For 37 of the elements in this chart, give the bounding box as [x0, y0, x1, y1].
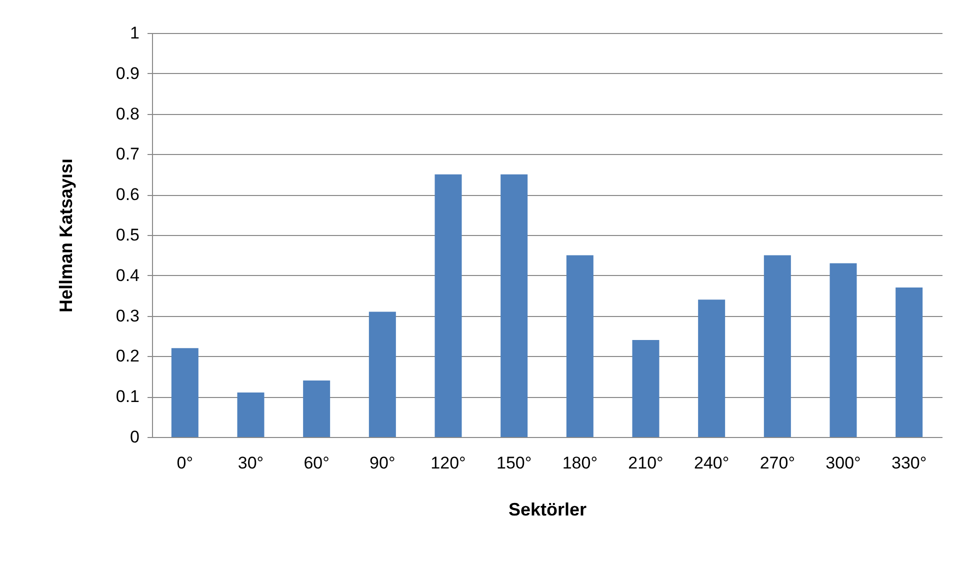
x-tick-label: 0° — [176, 454, 194, 472]
y-tick-label: 1 — [130, 24, 140, 42]
x-tick-label: 330° — [891, 454, 927, 472]
x-tick-label: 90° — [370, 454, 396, 472]
y-tick-label: 0.3 — [116, 306, 140, 326]
bar — [171, 348, 198, 437]
y-tick-label: 0.9 — [116, 64, 140, 83]
y-tick-label: 0.8 — [116, 104, 140, 124]
x-axis-title: Sektörler — [508, 500, 587, 520]
x-tick-label: 240° — [694, 454, 730, 472]
y-tick-label: 0.2 — [116, 346, 140, 366]
x-tick-label: 120° — [430, 454, 466, 472]
bar — [632, 340, 660, 437]
x-tick-label: 30° — [238, 454, 264, 472]
y-axis-title: Hellman Katsayısı — [56, 158, 76, 313]
bar — [896, 288, 923, 437]
bar — [303, 380, 330, 437]
bar — [764, 255, 791, 437]
y-tick-label: 0.4 — [116, 266, 140, 285]
y-tick-label: 0 — [130, 428, 140, 446]
bar — [368, 312, 396, 437]
bar — [698, 300, 726, 437]
x-tick-label: 270° — [760, 454, 796, 472]
x-tick-label: 60° — [304, 454, 330, 472]
x-tick-label: 180° — [562, 454, 598, 472]
y-tick-label: 0.1 — [116, 387, 140, 406]
bar — [434, 174, 462, 437]
y-tick-label: 0.7 — [116, 144, 140, 164]
x-tick-label: 150° — [496, 454, 532, 472]
bar — [566, 255, 594, 437]
x-tick-label: 300° — [826, 454, 861, 472]
y-tick-label: 0.5 — [116, 226, 140, 244]
bar — [237, 392, 264, 437]
bar — [500, 174, 528, 437]
x-tick-label: 210° — [628, 454, 664, 472]
y-tick-label: 0.6 — [116, 185, 140, 204]
bar — [830, 263, 857, 437]
